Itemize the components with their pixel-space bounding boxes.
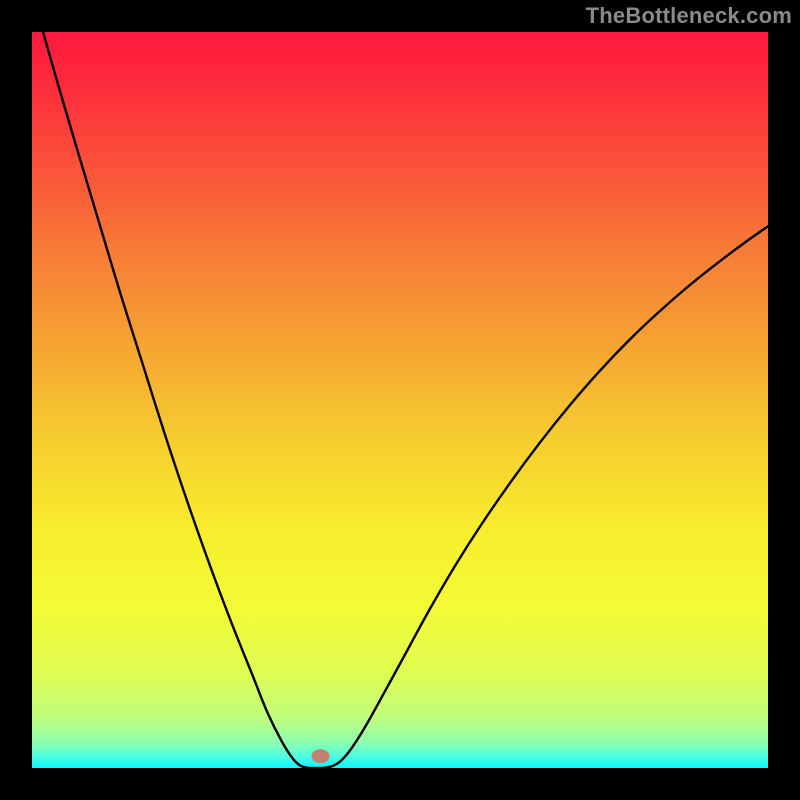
- attribution-label: TheBottleneck.com: [586, 3, 792, 29]
- plot-area: [32, 32, 768, 768]
- chart-canvas: TheBottleneck.com: [0, 0, 800, 800]
- optimal-point-marker: [312, 749, 330, 763]
- chart-svg: [0, 0, 800, 800]
